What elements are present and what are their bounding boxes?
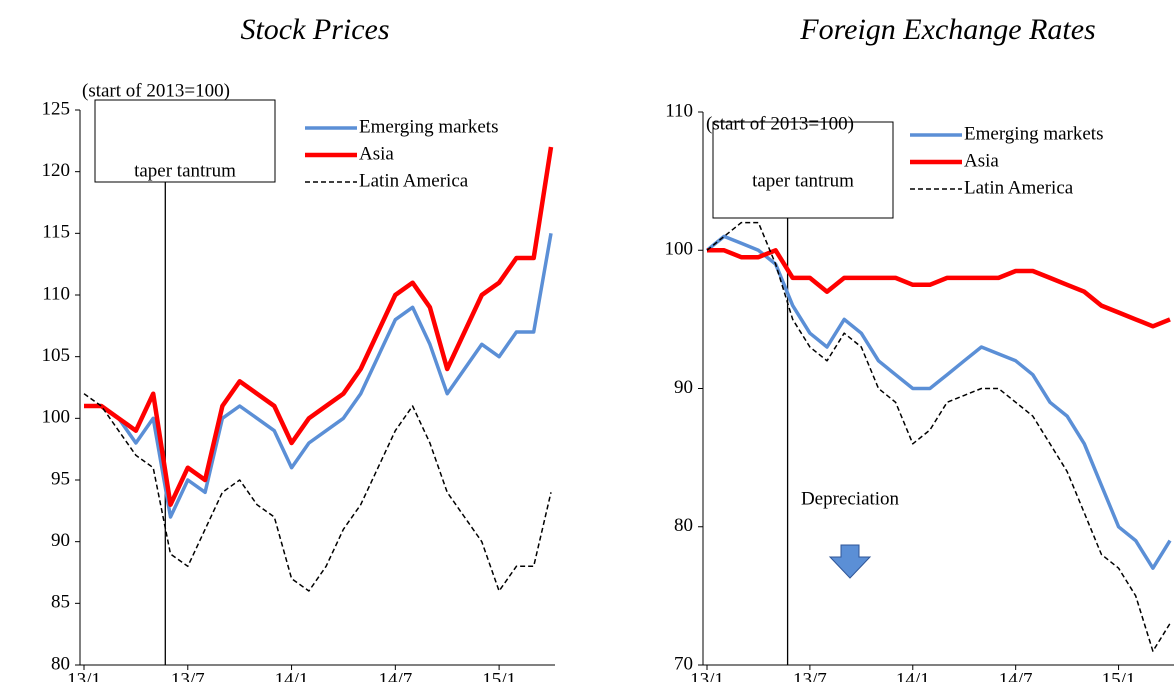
y-tick-label: 110 — [665, 100, 693, 121]
y-tick-label: 110 — [42, 283, 70, 304]
annotation: (start of 2013=100) — [706, 113, 854, 134]
x-tick-label: 14/7 — [999, 669, 1033, 682]
legend-label: Emerging markets — [359, 116, 498, 137]
series-line — [84, 232, 553, 519]
y-tick-label: 100 — [42, 407, 71, 428]
x-tick-label: 14/7 — [378, 669, 412, 682]
x-tick-label: 14/1 — [275, 669, 309, 682]
annotation-box — [94, 99, 276, 183]
series-line — [84, 146, 554, 507]
annotation-box — [712, 121, 894, 219]
chart-title: Foreign Exchange Rates — [799, 13, 1095, 46]
chart-title: Stock Prices — [240, 13, 389, 46]
x-tick-label: 13/7 — [793, 669, 827, 682]
series-line — [83, 393, 552, 592]
x-tick-label: 13/7 — [171, 669, 205, 682]
y-tick-label: 120 — [42, 160, 71, 181]
x-tick-label: 13/1 — [690, 669, 724, 682]
y-tick-label: 80 — [674, 515, 693, 536]
legend-label: Latin America — [359, 170, 469, 191]
y-tick-label: 100 — [665, 239, 694, 260]
series-line — [707, 248, 1171, 329]
y-tick-label: 90 — [674, 377, 693, 398]
legend-label: Asia — [359, 143, 394, 164]
depreciation-arrow — [828, 544, 872, 579]
y-tick-label: 105 — [42, 345, 71, 366]
legend-label: Asia — [964, 150, 999, 171]
y-tick-label: 95 — [51, 468, 70, 489]
legend-label: Emerging markets — [964, 123, 1103, 144]
x-tick-label: 15/1 — [482, 669, 516, 682]
y-tick-label: 115 — [42, 222, 70, 243]
x-tick-label: 14/1 — [896, 669, 930, 682]
annotation: taper tantrum — [752, 170, 854, 191]
y-tick-label: 125 — [42, 98, 71, 119]
series-line — [706, 221, 1171, 652]
x-tick-label: 15/1 — [1102, 669, 1136, 682]
series-line — [705, 234, 1172, 570]
x-tick-label: 13/1 — [67, 669, 101, 682]
annotation: taper tantrum — [134, 160, 236, 181]
y-tick-label: 80 — [51, 653, 70, 674]
annotation: Depreciation — [801, 488, 900, 509]
annotation: (start of 2013=100) — [82, 80, 230, 101]
legend-label: Latin America — [964, 177, 1074, 198]
y-tick-label: 85 — [51, 592, 70, 613]
y-tick-label: 70 — [674, 653, 693, 674]
y-tick-label: 90 — [51, 530, 70, 551]
